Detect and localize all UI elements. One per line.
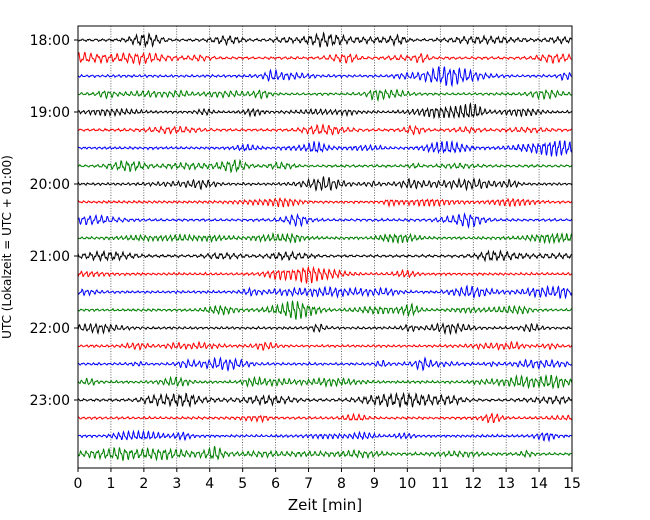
y-tick-label: 18:00 bbox=[30, 33, 70, 49]
trace-1830 bbox=[77, 66, 573, 88]
grid-lines bbox=[110, 26, 540, 468]
trace-2300 bbox=[77, 391, 573, 408]
trace-1845 bbox=[77, 88, 573, 103]
x-tick-label: 1 bbox=[106, 476, 115, 492]
trace-2045 bbox=[77, 231, 573, 245]
trace-2315 bbox=[77, 412, 573, 424]
trace-2115 bbox=[77, 265, 573, 284]
trace-2145 bbox=[77, 300, 573, 320]
x-tick-label: 6 bbox=[271, 476, 280, 492]
trace-lines bbox=[77, 31, 573, 462]
trace-1900 bbox=[77, 102, 573, 120]
y-tick-label: 23:00 bbox=[30, 393, 70, 409]
y-tick-label: 22:00 bbox=[30, 321, 70, 337]
x-tick-label: 4 bbox=[205, 476, 214, 492]
trace-1800 bbox=[77, 31, 573, 49]
trace-1930 bbox=[77, 139, 573, 157]
x-tick-label: 5 bbox=[238, 476, 247, 492]
x-axis-label: Zeit [min] bbox=[288, 496, 362, 514]
trace-2330 bbox=[77, 429, 573, 443]
trace-2215 bbox=[77, 340, 573, 351]
trace-2230 bbox=[77, 356, 573, 373]
trace-2030 bbox=[77, 212, 573, 229]
x-tick-label: 0 bbox=[74, 476, 83, 492]
x-tick-label: 11 bbox=[431, 476, 449, 492]
trace-1945 bbox=[77, 158, 573, 174]
trace-1815 bbox=[77, 51, 573, 67]
y-tick-label: 21:00 bbox=[30, 249, 70, 265]
trace-2130 bbox=[77, 284, 573, 300]
x-tick-label: 12 bbox=[464, 476, 482, 492]
y-tick-label: 20:00 bbox=[30, 177, 70, 193]
plot-area bbox=[78, 26, 572, 468]
x-tick-label: 2 bbox=[139, 476, 148, 492]
y-axis-label: UTC (Lokalzeit = UTC + 01:00) bbox=[0, 155, 14, 339]
trace-2100 bbox=[77, 249, 573, 263]
x-tick-label: 15 bbox=[563, 476, 581, 492]
x-tick-label: 8 bbox=[337, 476, 346, 492]
x-tick-label: 3 bbox=[172, 476, 181, 492]
x-tick-label: 9 bbox=[370, 476, 379, 492]
trace-2000 bbox=[77, 176, 573, 192]
x-tick-label: 10 bbox=[398, 476, 416, 492]
y-axis-ticks: 18:00 19:00 20:00 21:00 22:00 23:00 bbox=[30, 33, 78, 409]
x-tick-label: 13 bbox=[497, 476, 515, 492]
trace-1915 bbox=[77, 123, 573, 136]
trace-2015 bbox=[77, 197, 573, 208]
x-tick-label: 7 bbox=[304, 476, 313, 492]
trace-2345 bbox=[77, 446, 573, 462]
trace-2200 bbox=[77, 322, 573, 336]
trace-2245 bbox=[77, 373, 573, 390]
x-tick-label: 14 bbox=[530, 476, 548, 492]
y-tick-label: 19:00 bbox=[30, 105, 70, 121]
x-axis-ticks: 0 1 2 3 4 5 6 7 8 9 10 11 12 13 14 15 bbox=[74, 468, 581, 492]
plot-frame bbox=[77, 25, 573, 469]
